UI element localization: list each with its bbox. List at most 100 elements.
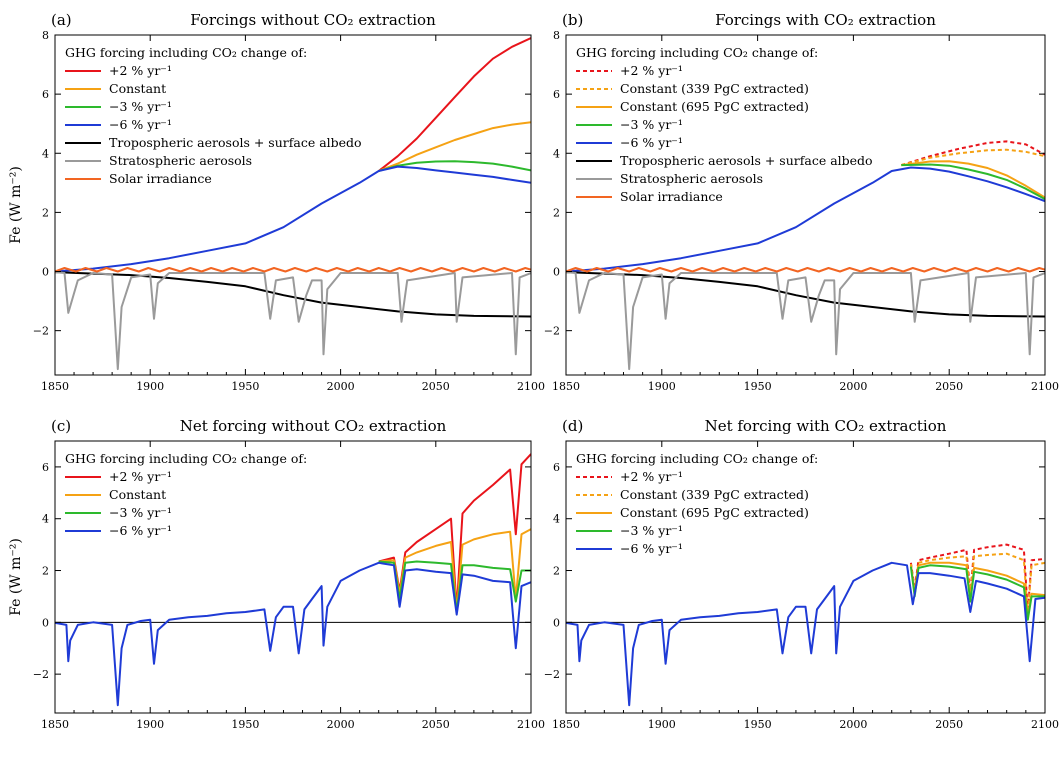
y-tick-label: 6 xyxy=(42,461,49,474)
series-line-4 xyxy=(55,165,531,273)
panel-title: Forcings without CO₂ extraction xyxy=(190,11,436,29)
series-line-1 xyxy=(378,37,531,172)
series-line-4 xyxy=(901,163,1045,200)
y-tick-label: 6 xyxy=(553,461,560,474)
legend-label: −6 % yr⁻¹ xyxy=(109,523,172,538)
chart-panel-2: 1850 1900 1950 2000 2050 2100 −2 0 2 4 6 8(b) Forcin… xyxy=(544,11,1059,393)
x-tick-label: 1950 xyxy=(231,718,259,731)
y-tick-label: −2 xyxy=(544,325,560,338)
y-tick-label: 2 xyxy=(553,565,560,578)
legend-label: −6 % yr⁻¹ xyxy=(620,541,683,556)
legend-label: Solar irradiance xyxy=(109,171,212,186)
series-line-4 xyxy=(55,561,531,707)
x-tick-label: 2100 xyxy=(517,380,545,393)
series-line-7 xyxy=(566,271,1045,371)
legend-label: +2 % yr⁻¹ xyxy=(109,469,172,484)
y-tick-label: 6 xyxy=(553,88,560,101)
y-tick-label: −2 xyxy=(33,668,49,681)
legend-label: Constant (695 PgC extracted) xyxy=(620,99,809,114)
legend-label: Constant (339 PgC extracted) xyxy=(620,487,809,502)
plot-frame xyxy=(54,34,532,376)
x-tick-label: 2050 xyxy=(935,380,963,393)
legend-label: +2 % yr⁻¹ xyxy=(620,63,683,78)
x-tick-label: 1850 xyxy=(552,718,580,731)
plot-frame xyxy=(565,440,1046,714)
x-tick-label: 2050 xyxy=(935,718,963,731)
x-tick-label: 2000 xyxy=(839,380,867,393)
legend-label: −3 % yr⁻¹ xyxy=(109,99,172,114)
legend-label: Tropospheric aerosols + surface albedo xyxy=(109,135,362,150)
legend-label: −6 % yr⁻¹ xyxy=(620,135,683,150)
legend-header: GHG forcing including CO₂ change of: xyxy=(576,451,818,466)
y-tick-label: 4 xyxy=(553,147,560,160)
y-tick-label: 0 xyxy=(42,616,49,629)
x-tick-label: 1950 xyxy=(744,380,772,393)
legend-label: Constant xyxy=(109,487,166,502)
series-line-2 xyxy=(378,121,531,172)
legend-label: Constant (339 PgC extracted) xyxy=(620,81,809,96)
x-tick-label: 2000 xyxy=(839,718,867,731)
plot-frame xyxy=(565,34,1046,376)
x-tick-label: 2000 xyxy=(327,718,355,731)
y-tick-label: −2 xyxy=(544,668,560,681)
panel-title: Forcings with CO₂ extraction xyxy=(715,11,936,29)
y-tick-label: 6 xyxy=(42,88,49,101)
series-line-3 xyxy=(901,160,1045,199)
legend-label: Constant xyxy=(109,81,166,96)
x-tick-label: 2100 xyxy=(1031,380,1059,393)
legend-label: Stratospheric aerosols xyxy=(109,153,252,168)
panel-letter: (b) xyxy=(562,11,583,29)
x-tick-label: 1850 xyxy=(41,380,69,393)
series-line-3 xyxy=(378,160,531,172)
y-axis-label: Fe (W m⁻²) xyxy=(8,166,24,244)
legend-label: Stratospheric aerosols xyxy=(620,171,763,186)
y-tick-label: 2 xyxy=(42,206,49,219)
legend-header: GHG forcing including CO₂ change of: xyxy=(65,451,307,466)
y-tick-label: 0 xyxy=(553,616,560,629)
y-tick-label: 4 xyxy=(553,513,560,526)
chart-panel-1: 1850 1900 1950 2000 2050 2100 −2 0 2 4 6 8(a) Forcin… xyxy=(8,11,545,393)
chart-panel-3: 1850 1900 1950 2000 2050 2100 −2 0 2 4 6 (c) Net for… xyxy=(8,417,545,731)
x-tick-label: 1900 xyxy=(136,718,164,731)
panel-letter: (d) xyxy=(562,417,583,435)
legend-label: Constant (695 PgC extracted) xyxy=(620,505,809,520)
x-tick-label: 1850 xyxy=(552,380,580,393)
y-tick-label: 0 xyxy=(553,266,560,279)
panel-letter: (c) xyxy=(51,417,71,435)
x-tick-label: 1900 xyxy=(136,380,164,393)
legend-label: −3 % yr⁻¹ xyxy=(620,523,683,538)
series-line-8 xyxy=(566,267,1045,273)
y-tick-label: −2 xyxy=(33,325,49,338)
legend-header: GHG forcing including CO₂ change of: xyxy=(65,45,307,60)
series-line-5 xyxy=(566,166,1045,273)
y-tick-label: 2 xyxy=(42,565,49,578)
series-line-4 xyxy=(909,564,1045,621)
series-line-6 xyxy=(55,271,531,371)
series-line-5 xyxy=(566,561,1045,707)
x-tick-label: 1900 xyxy=(648,380,676,393)
series-line-1 xyxy=(901,140,1045,167)
y-tick-label: 0 xyxy=(42,266,49,279)
legend-label: −3 % yr⁻¹ xyxy=(620,117,683,132)
x-tick-label: 2100 xyxy=(517,718,545,731)
y-tick-label: 4 xyxy=(42,513,49,526)
x-tick-label: 1850 xyxy=(41,718,69,731)
legend-label: −3 % yr⁻¹ xyxy=(109,505,172,520)
y-tick-label: 4 xyxy=(42,147,49,160)
x-tick-label: 1950 xyxy=(744,718,772,731)
y-axis-label: Fe (W m⁻²) xyxy=(8,538,24,616)
panel-title: Net forcing without CO₂ extraction xyxy=(180,417,447,435)
y-tick-label: 8 xyxy=(42,29,49,42)
legend-label: +2 % yr⁻¹ xyxy=(620,469,683,484)
y-tick-label: 8 xyxy=(553,29,560,42)
legend-label: −6 % yr⁻¹ xyxy=(109,117,172,132)
legend-label: +2 % yr⁻¹ xyxy=(109,63,172,78)
y-tick-label: 2 xyxy=(553,206,560,219)
legend-label: Tropospheric aerosols + surface albedo xyxy=(620,153,873,168)
x-tick-label: 1950 xyxy=(231,380,259,393)
chart-panel-4: 1850 1900 1950 2000 2050 2100 −2 0 2 4 6 (d) Net for… xyxy=(544,417,1059,731)
x-tick-label: 1900 xyxy=(648,718,676,731)
series-line-6 xyxy=(566,271,1045,318)
x-tick-label: 2050 xyxy=(422,718,450,731)
